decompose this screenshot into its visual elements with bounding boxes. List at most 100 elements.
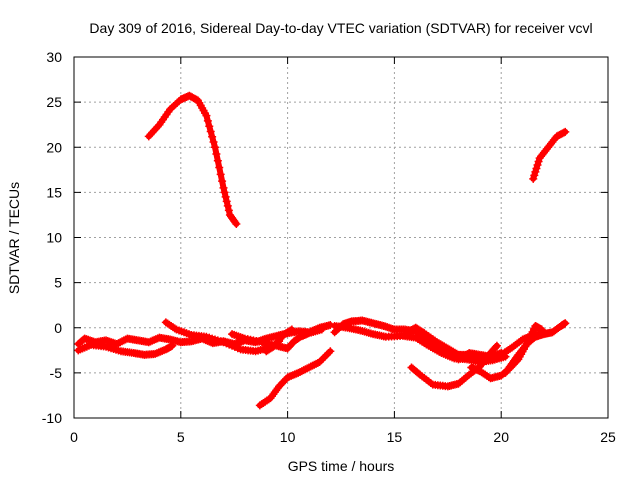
data-point bbox=[151, 335, 160, 344]
data-point bbox=[306, 362, 315, 371]
data-point bbox=[290, 370, 299, 379]
data-point bbox=[154, 348, 163, 357]
y-tick-label: 0 bbox=[54, 320, 62, 336]
data-point bbox=[219, 183, 228, 192]
x-tick-label: 15 bbox=[387, 429, 403, 445]
data-point bbox=[319, 354, 328, 363]
data-point bbox=[114, 339, 123, 348]
chart-title: Day 309 of 2016, Sidereal Day-to-day VTE… bbox=[89, 20, 592, 36]
data-point bbox=[303, 364, 312, 373]
y-tick-label: 25 bbox=[46, 94, 62, 110]
data-point bbox=[168, 341, 177, 350]
data-point bbox=[156, 347, 165, 356]
series-arc-evening-rise bbox=[529, 127, 570, 183]
data-point bbox=[304, 363, 313, 372]
data-point bbox=[222, 197, 231, 206]
data-point bbox=[150, 335, 159, 344]
data-point bbox=[144, 338, 153, 347]
data-point bbox=[527, 331, 536, 340]
data-point bbox=[232, 219, 241, 228]
y-tick-label: 10 bbox=[46, 230, 62, 246]
data-point bbox=[224, 206, 233, 215]
data-point bbox=[202, 111, 211, 120]
data-point bbox=[152, 349, 161, 358]
y-tick-label: 20 bbox=[46, 139, 62, 155]
data-point bbox=[210, 143, 219, 152]
x-tick-label: 20 bbox=[493, 429, 509, 445]
data-point bbox=[561, 319, 570, 328]
data-point bbox=[539, 329, 548, 338]
x-tick-label: 25 bbox=[600, 429, 616, 445]
data-point bbox=[119, 336, 128, 345]
data-point bbox=[216, 170, 225, 179]
data-point bbox=[118, 337, 127, 346]
grid-layer bbox=[74, 57, 608, 418]
data-point bbox=[158, 346, 167, 355]
data-point bbox=[297, 367, 306, 376]
data-point bbox=[292, 369, 301, 378]
data-point bbox=[221, 192, 230, 201]
data-point bbox=[208, 132, 217, 141]
data-point bbox=[146, 337, 155, 346]
data-point bbox=[529, 174, 538, 183]
data-point bbox=[312, 359, 321, 368]
data-point bbox=[148, 336, 157, 345]
data-point bbox=[285, 372, 294, 381]
data-point bbox=[215, 163, 224, 172]
x-tick-label: 5 bbox=[177, 429, 185, 445]
data-layer bbox=[74, 91, 570, 410]
data-point bbox=[286, 326, 295, 335]
data-point bbox=[322, 350, 331, 359]
data-point bbox=[315, 358, 324, 367]
y-tick-label: -5 bbox=[50, 365, 63, 381]
series-arc-low-2 bbox=[74, 340, 177, 359]
y-tick-label: 15 bbox=[46, 184, 62, 200]
data-point bbox=[533, 160, 542, 169]
series-arc-low-6 bbox=[255, 347, 335, 410]
y-tick-label: 30 bbox=[46, 49, 62, 65]
data-point bbox=[523, 333, 532, 342]
data-point bbox=[518, 335, 527, 344]
data-point bbox=[522, 333, 531, 342]
data-point bbox=[532, 164, 541, 173]
data-point bbox=[116, 338, 125, 347]
y-axis-label: SDTVAR / TECUs bbox=[6, 182, 22, 294]
data-point bbox=[525, 332, 534, 341]
data-point bbox=[530, 171, 539, 180]
data-point bbox=[310, 360, 319, 369]
data-point bbox=[206, 127, 215, 136]
data-point bbox=[287, 371, 296, 380]
data-point bbox=[223, 201, 232, 210]
series-arc-late-3 bbox=[403, 323, 472, 361]
data-point bbox=[326, 347, 335, 356]
x-tick-label: 0 bbox=[70, 429, 78, 445]
data-point bbox=[213, 156, 222, 165]
data-point bbox=[320, 352, 329, 361]
data-point bbox=[299, 366, 308, 375]
tick-layer: 0 5 10 15 20 25 -10 -5 0 5 10 15 20 25 30 bbox=[42, 49, 616, 445]
x-tick-label: 10 bbox=[280, 429, 296, 445]
data-point bbox=[220, 188, 229, 197]
data-point bbox=[308, 361, 317, 370]
data-point bbox=[317, 325, 326, 334]
data-point bbox=[170, 324, 179, 333]
data-point bbox=[463, 352, 472, 361]
data-point bbox=[288, 371, 297, 380]
data-point bbox=[283, 373, 292, 382]
data-point bbox=[203, 116, 212, 125]
x-axis-label: GPS time / hours bbox=[288, 458, 395, 474]
data-point bbox=[287, 325, 296, 334]
data-point bbox=[151, 349, 160, 358]
data-point bbox=[491, 343, 500, 352]
data-point bbox=[492, 341, 501, 350]
data-point bbox=[301, 365, 310, 374]
data-point bbox=[209, 137, 218, 146]
data-point bbox=[559, 128, 568, 137]
data-point bbox=[212, 150, 221, 159]
data-point bbox=[324, 349, 333, 358]
data-point bbox=[205, 122, 214, 131]
data-point bbox=[294, 368, 303, 377]
data-point bbox=[520, 334, 529, 343]
